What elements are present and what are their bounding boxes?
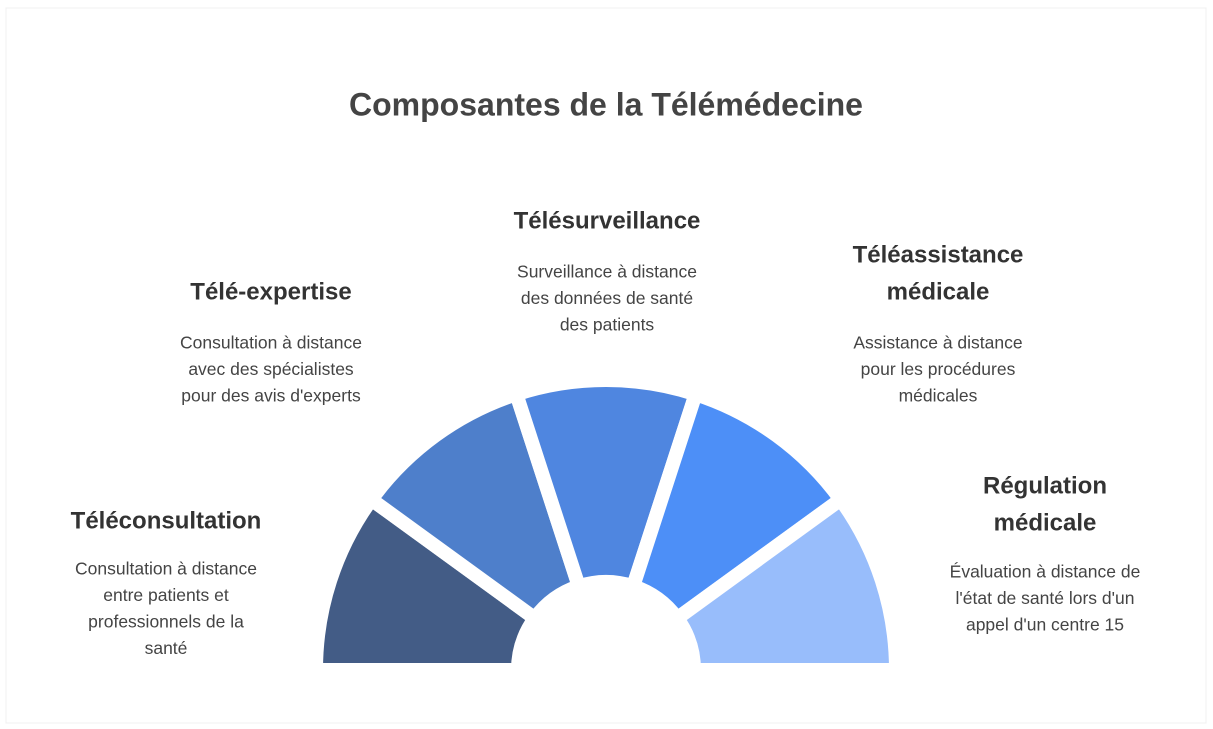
segment xyxy=(361,385,588,629)
segment xyxy=(667,489,904,677)
segment xyxy=(624,385,851,629)
item-title: Téléassistance xyxy=(853,241,1024,268)
item-description: pour les procédures xyxy=(861,359,1016,379)
item-description: professionnels de la xyxy=(88,612,244,632)
frame xyxy=(5,7,1207,724)
item-title: Télé-expertise xyxy=(190,278,351,305)
item-title: Régulation xyxy=(983,472,1107,499)
segment xyxy=(507,373,705,596)
base-mask xyxy=(300,663,920,693)
item-description: Assistance à distance xyxy=(853,333,1022,353)
item-description: Évaluation à distance de xyxy=(950,562,1141,582)
item-description: des patients xyxy=(560,315,655,335)
item-description: Surveillance à distance xyxy=(517,262,697,282)
item-description: entre patients et xyxy=(103,585,229,605)
item-description: avec des spécialistes xyxy=(188,359,354,379)
item-title: Télésurveillance xyxy=(514,207,701,234)
item-description: médicales xyxy=(899,386,978,406)
item-description: santé xyxy=(145,638,188,658)
segment xyxy=(308,489,545,677)
item-title: médicale xyxy=(994,509,1097,536)
item-description: pour des avis d'experts xyxy=(181,386,361,406)
item-description: des données de santé xyxy=(521,288,693,308)
item-description: Consultation à distance xyxy=(180,333,362,353)
item-description: l'état de santé lors d'un xyxy=(956,588,1135,608)
item-description: Consultation à distance xyxy=(75,559,257,579)
diagram-title: Composantes de la Télémédecine xyxy=(349,86,863,122)
item-description: appel d'un centre 15 xyxy=(966,615,1124,635)
item-title: Téléconsultation xyxy=(71,507,262,534)
item-title: médicale xyxy=(887,278,990,305)
